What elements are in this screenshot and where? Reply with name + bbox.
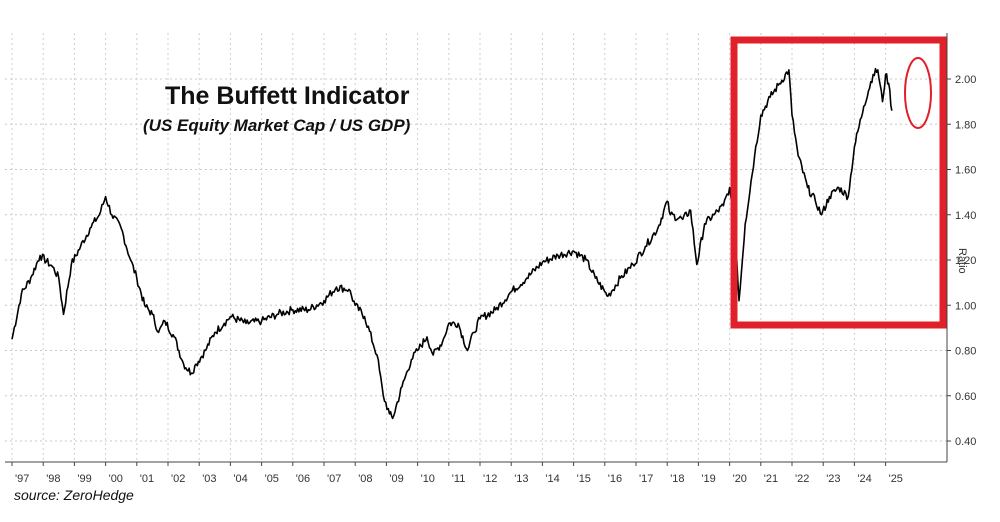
x-tick-label: '04 xyxy=(233,473,247,485)
x-tick-label: '07 xyxy=(327,473,341,485)
y-ticks: 0.40 0.60 0.80 1.00 1.20 1.40 1.60 1.80 2.00 xyxy=(947,74,976,448)
x-ticks: '97 '98 '99 '00 '01 '02 '03 '04 '05 '06 '07 '08 '09 '… xyxy=(11,462,903,485)
source-note: source: ZeroHedge xyxy=(14,487,134,503)
y-tick-label: 0.60 xyxy=(955,391,976,403)
x-tick-label: '97 xyxy=(15,473,29,485)
x-tick-label: '10 xyxy=(421,473,435,485)
highlight-box xyxy=(730,36,947,329)
x-tick-label: '09 xyxy=(389,473,403,485)
y-axis-label: Ratio xyxy=(956,248,968,274)
y-tick-label: 1.80 xyxy=(955,119,976,131)
x-tick-label: '98 xyxy=(46,473,60,485)
y-tick-label: 0.40 xyxy=(955,436,976,448)
chart-title: The Buffett Indicator xyxy=(165,82,410,110)
x-tick-label: '19 xyxy=(701,473,715,485)
x-tick-label: '05 xyxy=(265,473,279,485)
x-tick-label: '20 xyxy=(733,473,747,485)
x-tick-label: '25 xyxy=(889,473,903,485)
x-tick-label: '11 xyxy=(452,473,466,485)
x-tick-label: '99 xyxy=(77,473,91,485)
x-tick-label: '12 xyxy=(483,473,497,485)
highlight-ellipse xyxy=(904,57,932,129)
x-tick-label: '24 xyxy=(857,473,871,485)
x-tick-label: '00 xyxy=(109,473,123,485)
gridlines xyxy=(5,33,947,462)
x-tick-label: '14 xyxy=(545,473,559,485)
x-tick-label: '23 xyxy=(826,473,840,485)
x-tick-label: '16 xyxy=(608,473,622,485)
x-tick-label: '17 xyxy=(639,473,653,485)
y-tick-label: 2.00 xyxy=(955,74,976,86)
y-tick-label: 1.20 xyxy=(955,255,976,267)
y-tick-label: 1.40 xyxy=(955,210,976,222)
x-tick-label: '02 xyxy=(171,473,185,485)
buffett-ratio-line xyxy=(11,67,893,420)
x-tick-label: '18 xyxy=(670,473,684,485)
y-tick-label: 0.80 xyxy=(955,346,976,358)
y-tick-label: 1.00 xyxy=(955,300,976,312)
x-tick-label: '21 xyxy=(764,473,778,485)
x-tick-label: '15 xyxy=(577,473,591,485)
x-tick-label: '13 xyxy=(514,473,528,485)
x-tick-label: '08 xyxy=(358,473,372,485)
x-tick-label: '22 xyxy=(795,473,809,485)
x-tick-label: '06 xyxy=(296,473,310,485)
x-tick-label: '01 xyxy=(140,473,154,485)
y-tick-label: 1.60 xyxy=(955,165,976,177)
x-tick-label: '03 xyxy=(202,473,216,485)
chart-subtitle: (US Equity Market Cap / US GDP) xyxy=(143,116,411,135)
